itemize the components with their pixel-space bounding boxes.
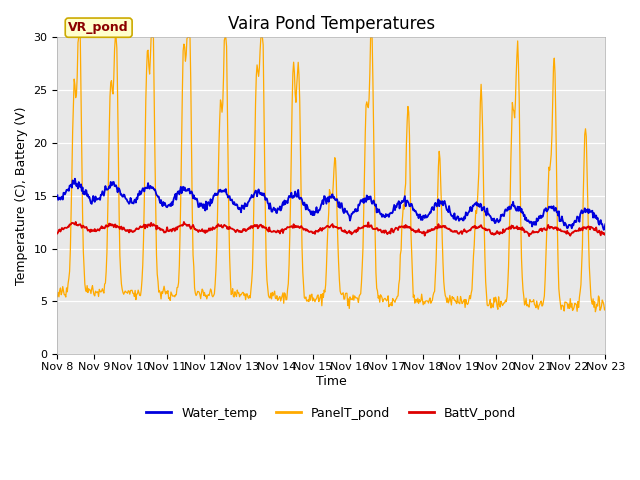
X-axis label: Time: Time bbox=[316, 374, 347, 387]
Y-axis label: Temperature (C), Battery (V): Temperature (C), Battery (V) bbox=[15, 107, 28, 285]
Legend: Water_temp, PanelT_pond, BattV_pond: Water_temp, PanelT_pond, BattV_pond bbox=[141, 402, 522, 424]
Title: Vaira Pond Temperatures: Vaira Pond Temperatures bbox=[228, 15, 435, 33]
Text: VR_pond: VR_pond bbox=[68, 21, 129, 34]
